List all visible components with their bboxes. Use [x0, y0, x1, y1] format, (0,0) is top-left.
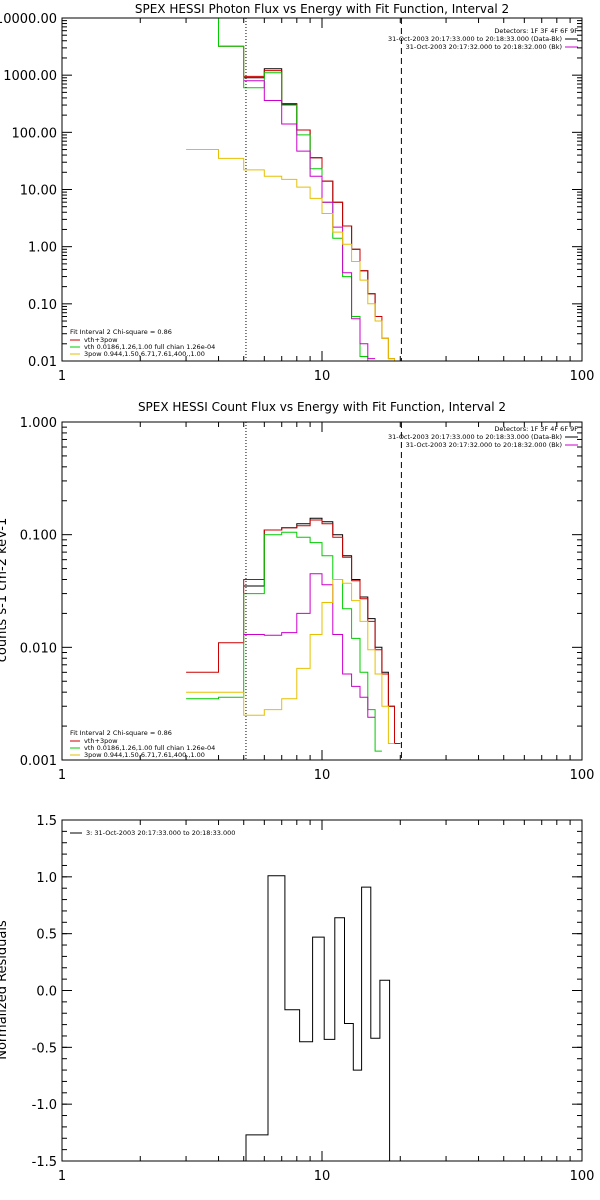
photon-series-group [186, 17, 421, 362]
photon-series-3 [243, 80, 376, 360]
photon-chart-title: SPEX HESSI Photon Flux vs Energy with Fi… [135, 2, 509, 16]
residuals-y-tick-label: 1.0 [36, 871, 57, 886]
count-data-interval-label: 31-Oct-2003 20:17:33.000 to 20:18:33.000… [388, 433, 562, 441]
photon-series-0 [243, 68, 382, 317]
photon-fit-header: Fit Interval 2 Chi-square = 0.86 [70, 328, 172, 336]
residuals-legend: 3: 31-Oct-2003 20:17:33.000 to 20:18:33.… [70, 829, 235, 837]
photon-y-tick-label: 0.10 [28, 298, 57, 313]
photon-legend-total: vth+3pow [84, 336, 118, 344]
photon-x-tick-label: 1 [58, 369, 66, 384]
count-x-tick-label: 10 [314, 768, 331, 783]
photon-series-1 [186, 17, 421, 362]
count-energy-markers [245, 422, 402, 760]
count-axes: 1 10 100 0.001 0.010 0.100 1.000 [20, 416, 595, 783]
photon-x-tick-label: 100 [570, 369, 595, 384]
photon-legend-3pow: 3pow 0.944,1.50,6.71,7.61,400.,1.00 [84, 350, 205, 358]
residuals-y-tick-label: 0.5 [36, 928, 57, 943]
residuals-y-axis-label: Normalized Residuals [0, 920, 10, 1060]
photon-series-2 [186, 17, 376, 362]
count-legend-vth: vth 0.0186,1.26,1.00 full chian 1.26e-04 [84, 744, 215, 752]
count-series-4 [186, 579, 395, 744]
count-info-box: Detectors: 1F 3F 4F 6F 9F 31-Oct-2003 20… [388, 425, 578, 449]
photon-y-tick-label: 10.00 [20, 184, 57, 199]
residuals-panel: Normalized Residuals 1 10 100 -1.5 -1.0 -0.5 0… [0, 814, 594, 1184]
count-y-axis-label: counts s-1 cm-2 keV-1 [0, 518, 10, 663]
count-detectors-label: Detectors: 1F 3F 4F 6F 9F [494, 425, 578, 433]
residuals-axes: 1 10 100 -1.5 -1.0 -0.5 0.0 0.5 1.0 1.5 [32, 814, 595, 1184]
photon-legend-vth: vth 0.0186,1.26,1.00 full chian 1.26e-04 [84, 343, 215, 351]
count-series-2 [186, 531, 382, 752]
count-y-tick-label: 0.001 [20, 754, 57, 769]
photon-info-box: Detectors: 1F 3F 4F 6F 9F 31-Oct-2003 20… [388, 27, 578, 51]
photon-y-tick-label: 100.00 [12, 126, 58, 141]
count-series-group [186, 517, 401, 752]
count-x-tick-label: 1 [58, 768, 66, 783]
photon-x-tick-label: 10 [314, 369, 331, 384]
photon-y-tick-label: 0.01 [28, 355, 57, 370]
count-legend-total: vth+3pow [84, 737, 118, 745]
residuals-y-tick-label: 0.0 [36, 985, 57, 1000]
residuals-legend-label: 3: 31-Oct-2003 20:17:33.000 to 20:18:33.… [86, 829, 235, 837]
count-fit-header: Fit Interval 2 Chi-square = 0.86 [70, 729, 172, 737]
residuals-plot-frame [61, 819, 583, 1162]
photon-data-interval-label: 31-Oct-2003 20:17:33.000 to 20:18:33.000… [388, 35, 562, 43]
photon-series-4 [186, 149, 421, 362]
residuals-series-0 [245, 875, 402, 1162]
photon-y-tick-label: 1.00 [28, 241, 57, 256]
residuals-y-tick-label: 1.5 [36, 814, 57, 829]
photon-energy-markers [245, 18, 402, 361]
residuals-y-tick-label: -0.5 [32, 1041, 57, 1056]
count-x-tick-label: 100 [570, 768, 595, 783]
count-plot-frame [61, 421, 583, 761]
count-bk-interval-label: 31-Oct-2003 20:17:32.000 to 20:18:32.000… [406, 441, 562, 449]
count-y-tick-label: 1.000 [20, 416, 57, 431]
count-flux-panel: SPEX HESSI Count Flux vs Energy with Fit… [0, 400, 594, 783]
photon-y-tick-label: 1000.00 [3, 69, 57, 84]
photon-bk-interval-label: 31-Oct-2003 20:17:32.000 to 20:18:32.000… [406, 43, 562, 51]
photon-legend: Fit Interval 2 Chi-square = 0.86 vth+3po… [70, 328, 215, 358]
residuals-y-tick-label: -1.0 [32, 1098, 57, 1113]
count-legend: Fit Interval 2 Chi-square = 0.86 vth+3po… [70, 729, 215, 759]
residuals-y-tick-label: -1.5 [32, 1155, 57, 1170]
residuals-x-tick-label: 100 [570, 1169, 595, 1184]
photon-y-tick-label: 10000.00 [0, 12, 57, 27]
count-y-tick-label: 0.010 [20, 641, 57, 656]
residuals-series-group [245, 875, 402, 1162]
photon-flux-panel: SPEX HESSI Photon Flux vs Energy with Fi… [0, 2, 594, 384]
count-legend-3pow: 3pow 0.944,1.50,6.71,7.61,400.,1.00 [84, 751, 205, 759]
count-series-3 [243, 573, 376, 718]
count-chart-title: SPEX HESSI Count Flux vs Energy with Fit… [138, 400, 506, 414]
residuals-x-tick-label: 10 [314, 1169, 331, 1184]
count-y-tick-label: 0.100 [20, 529, 57, 544]
photon-plot-frame [61, 17, 583, 362]
residuals-x-tick-label: 1 [58, 1169, 66, 1184]
photon-detectors-label: Detectors: 1F 3F 4F 6F 9F [494, 27, 578, 35]
